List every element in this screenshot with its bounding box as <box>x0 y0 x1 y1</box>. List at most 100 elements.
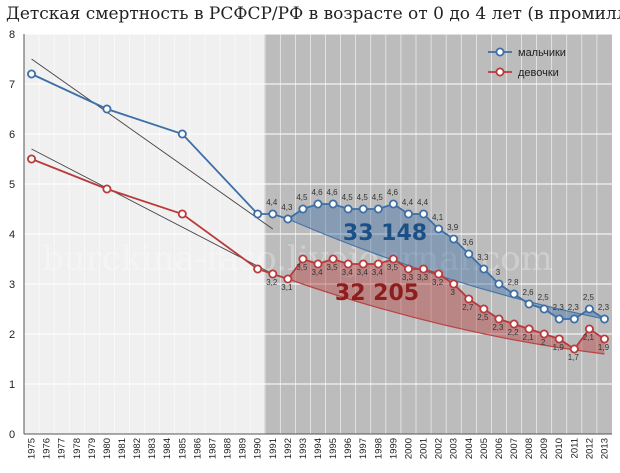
y-tick-label: 7 <box>9 79 15 91</box>
data-point-girls <box>343 259 353 269</box>
data-point-girls <box>268 269 278 279</box>
x-tick-label: 2002 <box>434 438 445 459</box>
x-tick-label: 1979 <box>87 438 98 459</box>
data-point-boys <box>343 204 353 214</box>
legend-label-boys: мальчики <box>518 47 566 59</box>
y-tick-label: 3 <box>9 279 15 291</box>
data-point-girls <box>253 264 263 274</box>
data-label-girls: 1,9 <box>553 343 565 352</box>
data-label-girls: 2 <box>541 338 546 347</box>
x-tick-label: 2005 <box>479 438 490 459</box>
x-tick-label: 1987 <box>207 438 218 459</box>
data-point-girls <box>27 154 37 164</box>
data-point-girls <box>479 304 489 314</box>
data-point-boys <box>328 199 338 209</box>
data-label-boys: 4,6 <box>387 188 399 197</box>
data-label-boys: 2,3 <box>568 303 580 312</box>
x-tick-label: 1989 <box>238 438 249 459</box>
x-tick-label: 1997 <box>358 438 369 459</box>
legend-label-girls: девочки <box>518 67 559 79</box>
data-point-girls <box>313 259 323 269</box>
data-point-boys <box>403 209 413 219</box>
data-point-boys <box>524 299 534 309</box>
x-tick-label: 1977 <box>57 438 68 459</box>
data-point-boys <box>102 104 112 114</box>
x-tick-label: 1986 <box>192 438 203 459</box>
x-tick-label: 1982 <box>132 438 143 459</box>
x-tick-label: 1993 <box>298 438 309 459</box>
data-label-girls: 3,5 <box>387 263 399 272</box>
data-point-boys <box>298 204 308 214</box>
data-point-boys <box>554 314 564 324</box>
data-label-boys: 4,6 <box>311 188 323 197</box>
legend-marker-boys <box>495 47 505 57</box>
data-label-boys: 2,5 <box>538 293 550 302</box>
x-tick-label: 1998 <box>373 438 384 459</box>
data-point-girls <box>584 324 594 334</box>
data-point-boys <box>479 264 489 274</box>
trend-line-girls <box>31 148 273 275</box>
x-tick-label: 1988 <box>223 438 234 459</box>
data-label-boys: 3,6 <box>462 238 474 247</box>
data-point-girls <box>102 184 112 194</box>
data-label-boys: 2,6 <box>523 288 535 297</box>
x-tick-label: 2012 <box>584 438 595 459</box>
data-point-girls <box>388 254 398 264</box>
data-point-girls <box>539 329 549 339</box>
excess-label-boys: 33 148 <box>343 221 427 246</box>
excess-area-boys <box>287 204 605 319</box>
data-point-girls <box>524 324 534 334</box>
trend-line-boys <box>31 58 274 230</box>
data-label-boys: 2,3 <box>598 303 610 312</box>
legend-marker-girls <box>495 67 505 77</box>
data-label-boys: 3,3 <box>477 253 489 262</box>
data-label-girls: 1,9 <box>598 343 610 352</box>
data-point-girls <box>403 264 413 274</box>
data-label-girls: 2,2 <box>507 328 519 337</box>
data-point-girls <box>419 264 429 274</box>
x-tick-label: 1984 <box>162 438 173 459</box>
watermark-text: burckina-faso.livejournal.com <box>42 239 553 279</box>
y-tick-label: 6 <box>9 129 15 141</box>
data-point-boys <box>509 289 519 299</box>
data-point-girls <box>373 259 383 269</box>
data-point-girls <box>554 334 564 344</box>
data-point-boys <box>569 314 579 324</box>
data-point-girls <box>509 319 519 329</box>
data-label-girls: 3,5 <box>296 263 308 272</box>
data-label-girls: 3,2 <box>432 278 444 287</box>
data-label-girls: 3,3 <box>417 273 429 282</box>
data-point-boys <box>494 279 504 289</box>
data-point-girls <box>449 279 459 289</box>
x-tick-label: 2013 <box>599 438 610 459</box>
data-point-boys <box>268 209 278 219</box>
data-label-boys: 4,6 <box>327 188 339 197</box>
data-point-boys <box>419 209 429 219</box>
x-tick-label: 1975 <box>27 438 38 459</box>
x-tick-label: 1999 <box>388 438 399 459</box>
x-tick-label: 1980 <box>102 438 113 459</box>
x-tick-label: 2006 <box>494 438 505 459</box>
data-point-girls <box>494 314 504 324</box>
data-label-girls: 3,5 <box>327 263 339 272</box>
data-label-boys: 2,8 <box>507 278 519 287</box>
x-tick-label: 1991 <box>268 438 279 459</box>
x-tick-label: 1990 <box>253 438 264 459</box>
data-label-girls: 3,2 <box>266 278 278 287</box>
data-point-girls <box>298 254 308 264</box>
data-point-boys <box>373 204 383 214</box>
data-point-girls <box>464 294 474 304</box>
data-point-boys <box>358 204 368 214</box>
data-point-boys <box>599 314 609 324</box>
excess-baseline-girls <box>287 278 605 355</box>
data-label-girls: 3,4 <box>311 268 323 277</box>
data-label-girls: 2,3 <box>492 323 504 332</box>
data-label-girls: 3,4 <box>342 268 354 277</box>
data-point-boys <box>449 234 459 244</box>
data-point-girls <box>434 269 444 279</box>
data-label-boys: 2,5 <box>583 293 595 302</box>
excess-label-girls: 32 205 <box>335 281 419 306</box>
data-label-boys: 4,3 <box>281 203 293 212</box>
data-point-boys <box>283 214 293 224</box>
